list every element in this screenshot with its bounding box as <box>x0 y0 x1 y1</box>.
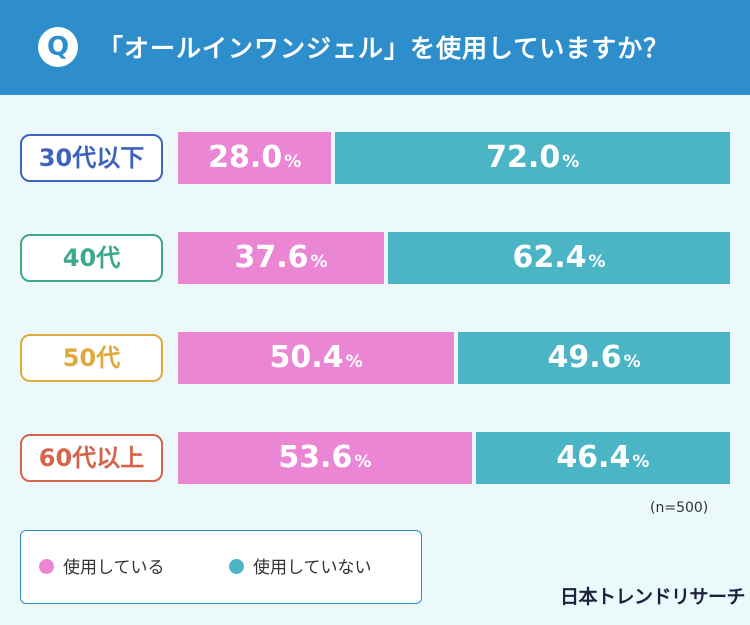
bar-value-label: 50.4 <box>269 340 344 375</box>
bar-value-label: 46.4 <box>556 440 631 475</box>
legend-item-not-using: 使用していない <box>229 558 372 578</box>
bar-segment-not-using: 72.0% <box>335 132 730 184</box>
legend-label-using: 使用している <box>63 558 165 578</box>
bar-value-unit: % <box>632 452 650 472</box>
bar-value-unit: % <box>284 152 302 172</box>
bar-value-unit: % <box>354 452 372 472</box>
question-title: 「オールインワンジェル」を使用していますか？ <box>98 34 670 63</box>
bar-segment-not-using: 62.4% <box>388 232 730 284</box>
bar-segment-using: 53.6% <box>178 432 472 484</box>
bar-value-unit: % <box>345 352 363 372</box>
bar-segment-using: 28.0% <box>178 132 332 184</box>
bar-value-unit: % <box>588 252 606 272</box>
bar-value-label: 49.6 <box>547 340 622 375</box>
bar-value-label: 72.0 <box>486 140 561 175</box>
legend-dot-not-using <box>229 559 244 574</box>
category-label: 60代以上 <box>20 434 163 482</box>
bar-value-label: 62.4 <box>512 240 587 275</box>
question-badge: Q <box>38 27 78 67</box>
bar-value-label: 28.0 <box>208 140 283 175</box>
legend-dot-using <box>39 559 54 574</box>
brand-logo-text: 日本トレンドリサーチ <box>560 586 746 608</box>
bar-value-unit: % <box>623 352 641 372</box>
legend-label-not-using: 使用していない <box>253 558 372 578</box>
bar-value-label: 53.6 <box>278 440 353 475</box>
legend-item-using: 使用している <box>39 558 165 578</box>
bar-value-label: 37.6 <box>234 240 309 275</box>
bar-segment-not-using: 49.6% <box>458 332 730 384</box>
sample-size-note: (n=500) <box>650 500 709 516</box>
category-label: 30代以下 <box>20 134 163 182</box>
bar-segment-not-using: 46.4% <box>475 432 730 484</box>
header-bar: Q 「オールインワンジェル」を使用していますか？ <box>0 0 750 95</box>
bar-value-unit: % <box>310 252 328 272</box>
category-label: 40代 <box>20 234 163 282</box>
legend: 使用している 使用していない <box>20 530 422 604</box>
bar-segment-using: 50.4% <box>178 332 455 384</box>
bar-segment-using: 37.6% <box>178 232 385 284</box>
bar-value-unit: % <box>562 152 580 172</box>
category-label: 50代 <box>20 334 163 382</box>
